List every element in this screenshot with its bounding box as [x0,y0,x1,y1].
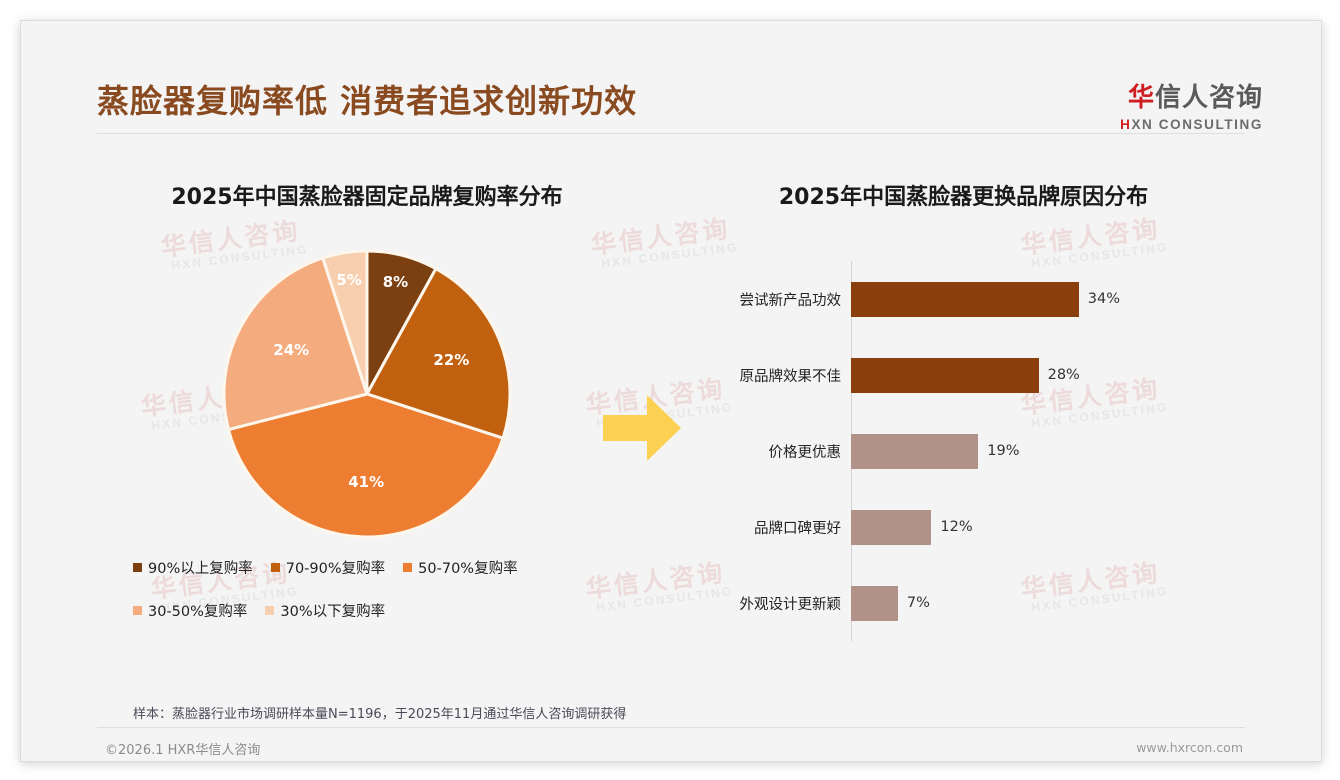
bar-chart-area: 尝试新产品功效 34% 原品牌效果不佳 28% 价格更优惠 19% 品牌口碑更好 12% 外观设… [681,261,1246,641]
bar-track: 34% [851,261,1246,337]
bar-chart-row: 尝试新产品功效 34% [681,261,1246,337]
bar-chart-row: 价格更优惠 19% [681,413,1246,489]
bar-chart-title: 2025年中国蒸脸器更换品牌原因分布 [778,185,1149,210]
pie-legend-item[interactable]: 30-50%复购率 [133,600,247,621]
bar-track: 7% [851,565,1246,641]
bar-value-label: 12% [940,519,973,535]
pie-slice-label: 22% [433,351,470,370]
brand-logo: 华信人咨询 HXN CONSULTING [1120,77,1263,132]
pie-slice-label: 8% [382,273,409,292]
footer-website: www.hxrcon.com [1136,740,1243,755]
bar-track: 12% [851,489,1246,565]
pie-legend-item[interactable]: 70-90%复购率 [270,557,386,578]
slide-canvas: 华信人咨询 HXN CONSULTING 华信人咨询 HXN CONSULTIN… [20,20,1322,762]
pie-slice-label: 5% [336,271,362,289]
bar-value-label: 7% [906,595,930,611]
footer-copyright: ©2026.1 HXR华信人咨询 [105,743,261,758]
pie-slice-label: 41% [348,472,385,491]
bar-fill[interactable] [851,509,932,545]
bar-fill[interactable] [851,433,979,469]
pie-legend-label: 50-70%复购率 [418,561,518,577]
bar-value-label: 34% [1087,291,1121,307]
pie-slice [364,266,512,441]
logo-accent-letter: H [1120,117,1132,132]
pie-chart-svg [222,249,512,539]
pie-legend-row: 90%以上复购率 70-90%复购率 50-70%复购率 [133,557,603,578]
bar-category-label: 原品牌效果不佳 [739,368,842,385]
bar-fill[interactable] [851,357,1039,393]
bar-chart-row: 外观设计更新颖 7% [681,565,1246,641]
bar-category-label: 尝试新产品功效 [739,292,842,309]
bar-category-label: 外观设计更新颖 [739,596,842,613]
legend-swatch-icon [403,563,413,572]
pie-legend-item[interactable]: 50-70%复购率 [403,557,518,578]
pie-legend-item[interactable]: 90%以上复购率 [133,557,253,578]
slide-header: 蒸脸器复购率低 消费者追求创新功效 [21,21,1321,134]
pie-legend: 90%以上复购率 70-90%复购率 50-70%复购率 30-50%复购率 30%以下… [133,557,603,643]
pie-slice [222,256,369,432]
bar-track: 28% [851,337,1246,413]
pie-slice [320,249,369,395]
legend-swatch-icon [270,563,280,572]
pie-chart-area: 8% 22% 41% 24% 5% [97,249,637,539]
logo-accent-char: 华 [1127,83,1155,113]
bar-chart-panel: 2025年中国蒸脸器更换品牌原因分布 尝试新产品功效 34% 原品牌效果不佳 28% 价… [681,179,1246,669]
pie-chart-panel: 2025年中国蒸脸器固定品牌复购率分布 8% 22% 41% 24% 5% 90%以上复… [97,179,637,669]
flow-arrow-icon [599,389,685,472]
bar-value-label: 28% [1047,367,1080,383]
pie-legend-row: 30-50%复购率 30%以下复购率 [133,600,603,621]
bar-fill[interactable] [851,281,1079,317]
source-divider [97,727,1245,728]
pie-legend-label: 30%以下复购率 [280,604,386,620]
bar-category-label: 价格更优惠 [768,444,842,461]
pie-legend-item[interactable]: 30%以下复购率 [265,600,385,621]
source-note: 样本：蒸脸器行业市场调研样本量N=1196，于2025年11月通过华信人咨询调研… [133,707,627,722]
bar-track: 19% [851,413,1246,489]
bar-chart-row: 品牌口碑更好 12% [681,489,1246,565]
pie-slice [226,392,505,539]
bar-chart-row: 原品牌效果不佳 28% [681,337,1246,413]
bar-fill[interactable] [851,585,898,621]
page-title: 蒸脸器复购率低 消费者追求创新功效 [97,82,638,120]
pie-legend-label: 30-50%复购率 [148,604,248,620]
logo-text-cn: 华信人咨询 [1120,77,1263,114]
bar-category-label: 品牌口碑更好 [754,520,841,537]
header-divider [97,133,1245,134]
pie-slice-label: 24% [273,341,310,360]
logo-rest-en: XN CONSULTING [1131,117,1263,132]
pie-legend-label: 90%以上复购率 [148,561,253,577]
pie-legend-label: 70-90%复购率 [285,561,386,577]
legend-swatch-icon [133,563,142,572]
pie-chart-title: 2025年中国蒸脸器固定品牌复购率分布 [171,185,563,210]
legend-swatch-icon [133,606,142,615]
bar-value-label: 19% [987,443,1020,459]
logo-text-en: HXN CONSULTING [1120,117,1263,132]
logo-rest-cn: 信人咨询 [1154,83,1263,113]
legend-swatch-icon [265,606,275,615]
